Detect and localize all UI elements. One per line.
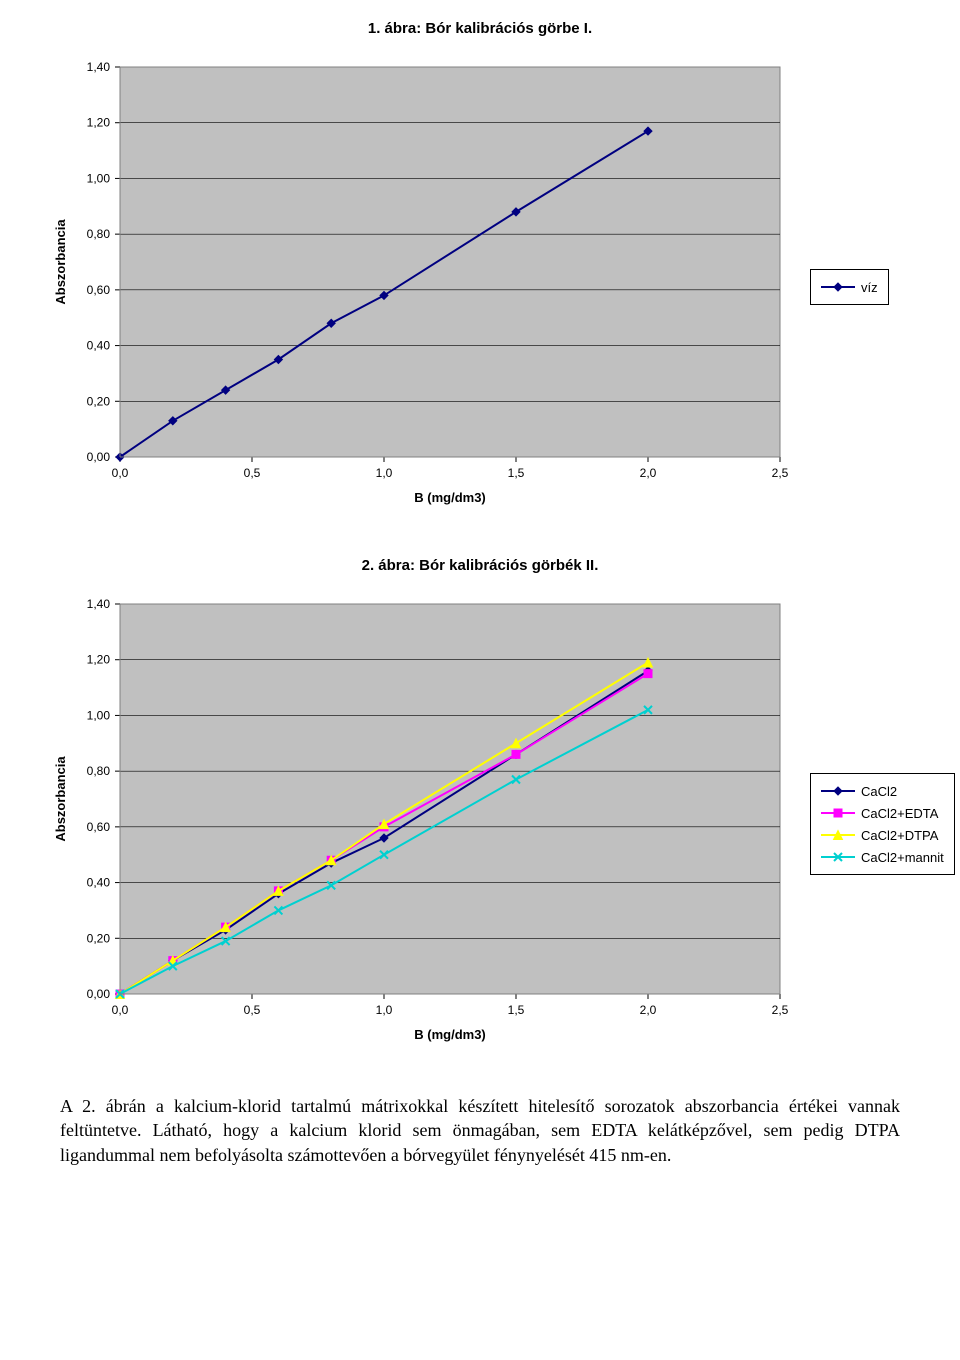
svg-text:1,20: 1,20	[87, 653, 111, 667]
svg-text:1,00: 1,00	[87, 171, 111, 185]
svg-text:2,5: 2,5	[772, 1003, 789, 1017]
legend-swatch	[821, 278, 855, 296]
chart1-container: 0,00 0,20 0,40 0,60 0,80 1,00 1,20 1,40 0,0 0,5 1,…	[40, 57, 800, 517]
svg-text:1,00: 1,00	[87, 708, 111, 722]
page: 1. ábra: Bór kalibrációs görbe I. 0,000,…	[0, 0, 960, 1207]
chart1-row: 0,00 0,20 0,40 0,60 0,80 1,00 1,20 1,40 0,0 0,5 1,…	[40, 57, 920, 517]
svg-text:B (mg/dm3): B (mg/dm3)	[414, 490, 486, 505]
svg-text:Abszorbancia: Abszorbancia	[53, 756, 68, 842]
legend-item: CaCl2+DTPA	[821, 824, 944, 846]
svg-text:2,0: 2,0	[640, 466, 657, 480]
svg-text:0,0: 0,0	[112, 466, 129, 480]
svg-text:0,5: 0,5	[244, 1003, 261, 1017]
svg-text:1,0: 1,0	[376, 1003, 393, 1017]
body-paragraph: A 2. ábrán a kalcium-klorid tartalmú mát…	[60, 1094, 900, 1167]
legend-swatch	[821, 782, 855, 800]
svg-text:0,60: 0,60	[87, 283, 111, 297]
legend-label: CaCl2+DTPA	[861, 828, 938, 843]
legend-label: CaCl2+EDTA	[861, 806, 938, 821]
legend-swatch	[821, 848, 855, 866]
chart1-legend-block: víz	[810, 269, 889, 305]
chart2-row: 0,00 0,20 0,40 0,60 0,80 1,00 1,20 1,40 0,0 0,5 1,…	[40, 594, 920, 1054]
svg-text:0,60: 0,60	[87, 820, 111, 834]
chart2-legend: CaCl2 CaCl2+EDTA CaCl2+DTPA CaCl2+mannit	[810, 773, 955, 875]
chart2-container: 0,00 0,20 0,40 0,60 0,80 1,00 1,20 1,40 0,0 0,5 1,…	[40, 594, 800, 1054]
svg-text:0,00: 0,00	[87, 450, 111, 464]
svg-text:0,0: 0,0	[112, 1003, 129, 1017]
svg-text:1,0: 1,0	[376, 466, 393, 480]
svg-text:1,5: 1,5	[508, 1003, 525, 1017]
svg-text:1,40: 1,40	[87, 60, 111, 74]
legend-swatch	[821, 804, 855, 822]
svg-text:1,5: 1,5	[508, 466, 525, 480]
legend-item: CaCl2+EDTA	[821, 802, 944, 824]
svg-text:0,40: 0,40	[87, 876, 111, 890]
chart1-title: 1. ábra: Bór kalibrációs görbe I.	[40, 20, 920, 37]
svg-text:0,5: 0,5	[244, 466, 261, 480]
svg-text:0,20: 0,20	[87, 931, 111, 945]
svg-text:2,0: 2,0	[640, 1003, 657, 1017]
svg-text:1,40: 1,40	[87, 597, 111, 611]
legend-label: CaCl2	[861, 784, 897, 799]
legend-label: víz	[861, 280, 878, 295]
svg-text:0,80: 0,80	[87, 764, 111, 778]
svg-text:0,00: 0,00	[87, 987, 111, 1001]
svg-text:Abszorbancia: Abszorbancia	[53, 219, 68, 305]
legend-item: víz	[821, 276, 878, 298]
chart2-legend-block: CaCl2 CaCl2+EDTA CaCl2+DTPA CaCl2+mannit	[810, 773, 955, 875]
svg-text:0,40: 0,40	[87, 339, 111, 353]
legend-label: CaCl2+mannit	[861, 850, 944, 865]
legend-swatch	[821, 826, 855, 844]
chart1-svg: 0,00 0,20 0,40 0,60 0,80 1,00 1,20 1,40 0,0 0,5 1,…	[40, 57, 800, 517]
chart2-svg: 0,00 0,20 0,40 0,60 0,80 1,00 1,20 1,40 0,0 0,5 1,…	[40, 594, 800, 1054]
svg-text:B (mg/dm3): B (mg/dm3)	[414, 1027, 486, 1042]
svg-text:1,20: 1,20	[87, 116, 111, 130]
svg-text:2,5: 2,5	[772, 466, 789, 480]
legend-item: CaCl2	[821, 780, 944, 802]
svg-text:0,20: 0,20	[87, 394, 111, 408]
chart2-title: 2. ábra: Bór kalibrációs görbék II.	[40, 557, 920, 574]
legend-item: CaCl2+mannit	[821, 846, 944, 868]
svg-text:0,80: 0,80	[87, 227, 111, 241]
chart1-legend: víz	[810, 269, 889, 305]
